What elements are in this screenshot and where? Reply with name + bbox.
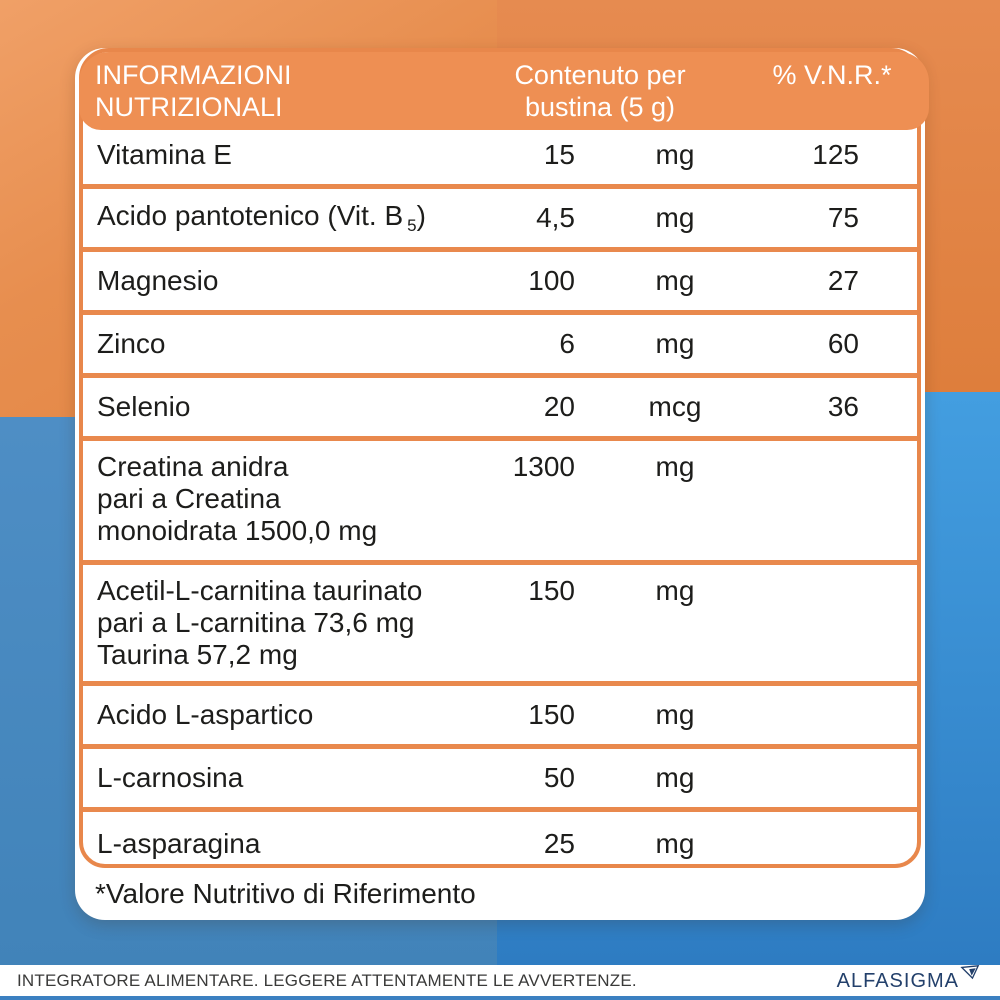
nutrient-name: Zinco bbox=[97, 328, 166, 359]
nutrient-name: L-asparagina bbox=[97, 827, 261, 859]
nutrient-unit: mg bbox=[655, 451, 695, 482]
table-row-l-asparagina: L-asparagina 25 mg bbox=[83, 812, 917, 875]
nutrient-value: 100 bbox=[528, 265, 575, 296]
nutrition-table-frame: INFORMAZIONI NUTRIZIONALI Contenuto per … bbox=[79, 48, 929, 868]
nutrient-unit: mcg bbox=[648, 391, 702, 422]
nutrient-name: Vitamina E bbox=[97, 139, 232, 170]
nutrient-unit: mg bbox=[655, 575, 695, 606]
nutrient-name: Selenio bbox=[97, 391, 191, 422]
table-row-magnesio: Magnesio 100 mg 27 bbox=[83, 252, 917, 315]
table-row-l-carnosina: L-carnosina 50 mg bbox=[83, 749, 917, 812]
table-row-acido-pantotenico: Acido pantotenico (Vit. B 5) 4,5 mg 75 bbox=[83, 189, 917, 252]
header-content-col: Contenuto per bustina (5 g) bbox=[514, 60, 686, 122]
table-row-selenio: Selenio 20 mcg 36 bbox=[83, 378, 917, 441]
nutrient-vnr: 75 bbox=[827, 202, 859, 233]
table-header: INFORMAZIONI NUTRIZIONALI Contenuto per … bbox=[79, 52, 929, 130]
nutrient-value: 1300 bbox=[512, 451, 575, 482]
nutrient-unit: mg bbox=[655, 265, 695, 296]
nutrient-name: Acetil-L-carnitina taurinato pari a L-ca… bbox=[97, 575, 423, 670]
table-row-acido-l-aspartico: Acido L-aspartico 150 mg bbox=[83, 686, 917, 749]
alfasigma-triangle-logo-icon bbox=[960, 964, 980, 979]
nutrient-unit: mg bbox=[655, 139, 695, 170]
nutrient-value: 20 bbox=[543, 391, 575, 422]
nutrient-unit: mg bbox=[655, 762, 695, 793]
warning-text: INTEGRATORE ALIMENTARE. LEGGERE ATTENTAM… bbox=[17, 970, 637, 990]
nutrition-facts-card: INFORMAZIONI NUTRIZIONALI Contenuto per … bbox=[75, 48, 929, 920]
vnr-footnote: *Valore Nutritivo di Riferimento bbox=[95, 878, 476, 909]
nutrient-value: 15 bbox=[543, 139, 575, 170]
nutrient-unit: mg bbox=[655, 328, 695, 359]
bottom-blue-strip bbox=[0, 996, 1000, 1000]
nutrient-value: 25 bbox=[543, 827, 575, 859]
nutrient-vnr: 27 bbox=[827, 265, 859, 296]
nutrient-value: 150 bbox=[528, 575, 575, 606]
nutrient-value: 50 bbox=[543, 762, 575, 793]
nutrient-value: 4,5 bbox=[536, 202, 575, 233]
nutrient-name: L-carnosina bbox=[97, 762, 244, 793]
nutrient-name: Magnesio bbox=[97, 265, 219, 296]
nutrient-value: 6 bbox=[559, 328, 575, 359]
table-row-creatina: Creatina anidra pari a Creatina monoidra… bbox=[83, 441, 917, 565]
brand-logo: ALFASIGMA bbox=[836, 964, 980, 992]
header-title: INFORMAZIONI NUTRIZIONALI bbox=[95, 60, 292, 122]
nutrient-value: 150 bbox=[528, 699, 575, 730]
subscript-5: 5 bbox=[407, 216, 417, 236]
table-row-zinco: Zinco 6 mg 60 bbox=[83, 315, 917, 378]
nutrient-name: Acido L-aspartico bbox=[97, 699, 314, 730]
table-row-vitamina-e: Vitamina E 15 mg 125 bbox=[83, 126, 917, 189]
nutrient-rows: Vitamina E 15 mg 125 Acido pantotenico (… bbox=[83, 126, 917, 875]
nutrient-unit: mg bbox=[655, 827, 695, 859]
nutrient-name: Acido pantotenico (Vit. B 5) bbox=[97, 199, 426, 236]
table-row-acetil-l-carnitina: Acetil-L-carnitina taurinato pari a L-ca… bbox=[83, 565, 917, 686]
header-vnr-col: % V.N.R.* bbox=[772, 60, 892, 90]
nutrient-vnr: 36 bbox=[827, 391, 859, 422]
brand-text: ALFASIGMA bbox=[836, 969, 959, 992]
nutrient-vnr: 125 bbox=[812, 139, 859, 170]
nutrient-unit: mg bbox=[655, 699, 695, 730]
nutrient-unit: mg bbox=[655, 202, 695, 233]
nutrient-name: Creatina anidra pari a Creatina monoidra… bbox=[97, 451, 378, 546]
nutrient-vnr: 60 bbox=[827, 328, 859, 359]
bottom-bar: INTEGRATORE ALIMENTARE. LEGGERE ATTENTAM… bbox=[0, 964, 1000, 996]
